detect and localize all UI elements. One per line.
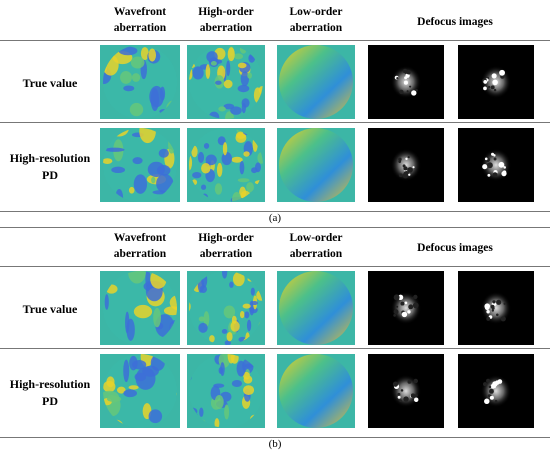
- column-header: Low-order aberration: [289, 6, 343, 34]
- aberration-map: [100, 354, 180, 428]
- aberration-map: [100, 45, 180, 119]
- row-label: True value: [22, 76, 78, 90]
- rule: [0, 211, 550, 212]
- rule: [0, 348, 550, 349]
- column-header: High-order aberration: [198, 6, 254, 34]
- defocus-image: [458, 354, 534, 428]
- defocus-image: [458, 45, 534, 119]
- column-header: Wavefront aberration: [113, 232, 167, 260]
- aberration-map: [100, 128, 180, 202]
- aberration-map: [187, 128, 265, 202]
- row-label: True value: [22, 302, 78, 316]
- rule: [0, 122, 550, 123]
- rule: [0, 227, 550, 228]
- column-header: Wavefront aberration: [113, 6, 167, 34]
- defocus-image: [368, 45, 444, 119]
- column-header: High-order aberration: [198, 232, 254, 260]
- row-label: High-resolution PD: [9, 377, 91, 408]
- defocus-image: [458, 128, 534, 202]
- aberration-map: [187, 45, 265, 119]
- aberration-map: [100, 271, 180, 345]
- defocus-image: [368, 271, 444, 345]
- column-header: Defocus images: [417, 16, 493, 28]
- aberration-map: [277, 45, 355, 119]
- rule: [0, 40, 550, 41]
- defocus-image: [368, 128, 444, 202]
- aberration-map: [277, 271, 355, 345]
- aberration-map: [187, 271, 265, 345]
- rule: [0, 437, 550, 438]
- caption: (b): [268, 438, 282, 450]
- caption: (a): [268, 212, 282, 224]
- rule: [0, 266, 550, 267]
- column-header: Low-order aberration: [289, 232, 343, 260]
- defocus-image: [458, 271, 534, 345]
- aberration-map: [187, 354, 265, 428]
- aberration-map: [277, 128, 355, 202]
- defocus-image: [368, 354, 444, 428]
- aberration-map: [277, 354, 355, 428]
- column-header: Defocus images: [417, 242, 493, 254]
- row-label: High-resolution PD: [9, 151, 91, 182]
